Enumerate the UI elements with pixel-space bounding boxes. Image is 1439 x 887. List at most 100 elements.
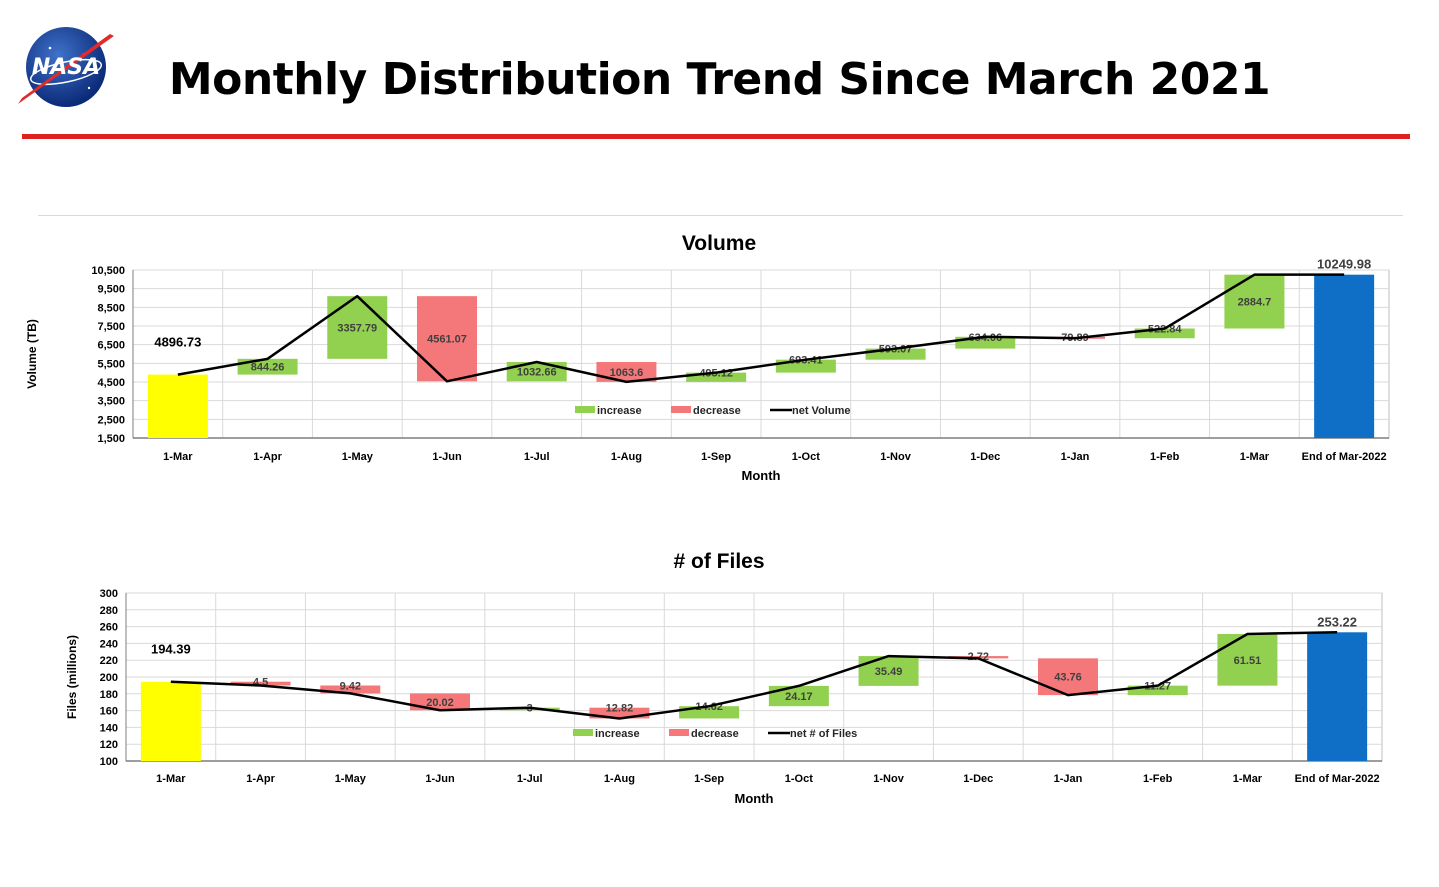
files-svg: # of Files 100 120 140 160 180 200 220 240 260 280… [65,550,1383,806]
data-label: 61.51 [1234,655,1262,667]
data-label: 43.76 [1054,672,1082,684]
x-tick-label: 1-Oct [792,451,820,463]
data-label: 1063.6 [610,367,644,379]
y-tick-label: 10,500 [91,265,125,277]
volume-svg: Volume 1,500 2,500 3,500 4,500 5,500 6,500 7,50… [25,232,1390,483]
y-tick-label: 180 [100,689,118,701]
x-tick-label: 1-Feb [1150,451,1180,463]
bar-increase [1217,633,1278,686]
bar-decrease [410,693,470,711]
bar-increase [499,707,560,711]
y-tick-label: 240 [100,638,118,650]
data-label: 2884.7 [1238,297,1272,309]
x-tick-label: 1-Feb [1143,773,1173,785]
x-tick-label: 1-Aug [604,773,635,785]
data-label: 24.17 [785,691,813,703]
x-tick-label: 1-Jun [425,773,455,785]
x-tick-label: 1-Nov [880,451,911,463]
legend-swatch [671,406,691,413]
x-tick-label: 1-Mar [1233,773,1263,785]
x-axis-title: Month [735,791,774,806]
data-label-start: 194.39 [151,642,191,657]
y-tick-label: 8,500 [97,302,125,314]
x-tick-label: 1-Jul [517,773,543,785]
volume-chart: Volume 1,500 2,500 3,500 4,500 5,500 6,500 7,50… [0,222,1439,492]
y-tick-label: 4,500 [97,377,125,389]
x-tick-label: End of Mar-2022 [1302,451,1387,463]
bar-increase [506,362,567,382]
bar-increase [237,358,298,375]
data-label-end: 10249.98 [1317,257,1371,272]
y-tick-label: 220 [100,655,118,667]
nasa-logo: NASA [14,24,118,110]
bar-decrease [230,681,291,686]
x-tick-label: 1-Mar [1240,451,1270,463]
files-chart: # of Files 100 120 140 160 180 200 220 240 260 280… [0,545,1439,815]
net-line [170,631,1338,720]
bar-decrease [589,707,650,719]
x-tick-label: 1-Mar [156,773,186,785]
legend-label: increase [597,405,642,417]
data-label: 20.02 [426,697,454,709]
bar-decrease [320,685,381,694]
data-label-end: 253.22 [1317,614,1357,629]
chart-title: Volume [682,232,756,255]
x-tick-label: 1-Jul [524,451,550,463]
y-tick-label: 160 [100,706,118,718]
data-label: 12.82 [606,703,634,715]
svg-text:NASA: NASA [32,55,100,80]
data-label: 844.26 [251,362,285,374]
y-tick-label: 7,500 [97,321,125,333]
y-tick-label: 120 [100,739,118,751]
data-label: 9.42 [340,680,361,692]
x-tick-label: 1-Dec [963,773,993,785]
data-label: 1032.66 [517,367,557,379]
x-tick-label: 1-May [342,451,374,463]
x-tick-label: 1-Mar [163,451,193,463]
legend-label: net # of Files [790,728,857,740]
chart-title: # of Files [673,550,764,573]
bar-increase [858,656,919,686]
legend-swatch [573,729,593,736]
y-tick-label: 200 [100,672,118,684]
x-tick-label: 1-Apr [253,451,282,463]
legend-label: increase [595,728,640,740]
data-label: 35.49 [875,666,903,678]
bar-increase [1134,328,1195,339]
bar-end [1307,632,1368,761]
data-label-start: 4896.73 [154,335,201,350]
y-tick-label: 260 [100,622,118,634]
y-tick-label: 140 [100,722,118,734]
title-underline [22,134,1410,139]
x-tick-label: 1-Apr [246,773,275,785]
legend-swatch [669,729,689,736]
y-tick-label: 3,500 [97,396,125,408]
data-label: 3357.79 [337,322,377,334]
bar-start [147,374,208,438]
y-tick-label: 1,500 [97,433,125,445]
bar-increase [955,336,1016,349]
bar-increase [1127,685,1188,696]
x-tick-label: 1-Jan [1054,773,1083,785]
bar-decrease [417,296,477,382]
x-tick-label: 1-Oct [785,773,813,785]
legend-label: net Volume [792,405,850,417]
legend-label: decrease [691,728,739,740]
bar-decrease [596,362,657,382]
y-tick-label: 9,500 [97,284,125,296]
x-tick-label: 1-Jan [1061,451,1090,463]
legend-swatch [575,406,595,413]
bar-increase [768,685,829,707]
y-tick-label: 100 [100,756,118,768]
y-tick-label: 280 [100,605,118,617]
bar-end [1314,274,1375,438]
bar-increase [1224,274,1285,329]
bar-increase [865,348,926,360]
bar-increase [686,372,747,382]
bar-decrease [1038,658,1098,696]
x-tick-label: 1-Jun [432,451,462,463]
bar-increase [327,296,388,359]
x-tick-label: 1-Dec [970,451,1000,463]
bar-start [140,681,201,761]
y-tick-label: 2,500 [97,414,125,426]
